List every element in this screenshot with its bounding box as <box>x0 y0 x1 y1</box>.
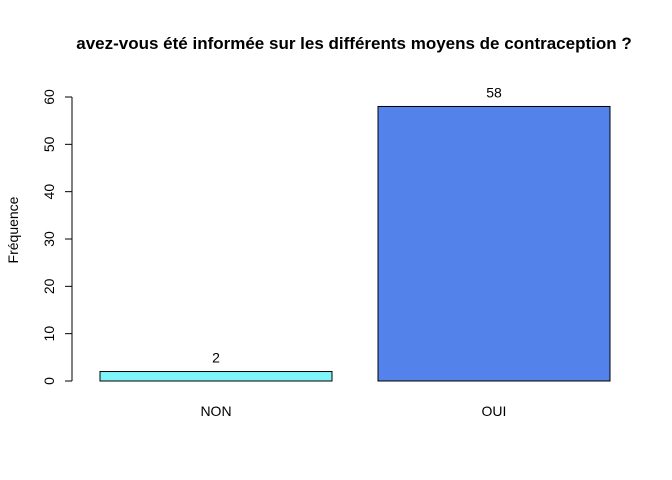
y-tick-label: 40 <box>41 184 57 200</box>
y-tick-label: 60 <box>41 89 57 105</box>
y-axis-title: Fréquence <box>5 196 21 263</box>
bars: 2 NON 58 OUI <box>99 84 611 419</box>
y-tick-label: 0 <box>41 377 57 385</box>
y-tick-label: 50 <box>41 136 57 152</box>
bar-value-label: 2 <box>212 350 220 366</box>
bar-value-label: 58 <box>486 84 502 100</box>
category-label: NON <box>200 403 231 419</box>
y-tick-label: 10 <box>41 326 57 342</box>
y-tick-label: 20 <box>41 278 57 294</box>
bar-non <box>99 371 333 382</box>
category-label: OUI <box>482 403 507 419</box>
chart-title: avez-vous été informée sur les différent… <box>76 34 632 53</box>
y-axis: 0 10 20 30 40 50 60 <box>41 89 73 385</box>
y-tick-label: 30 <box>41 231 57 247</box>
bar-oui <box>377 105 611 382</box>
